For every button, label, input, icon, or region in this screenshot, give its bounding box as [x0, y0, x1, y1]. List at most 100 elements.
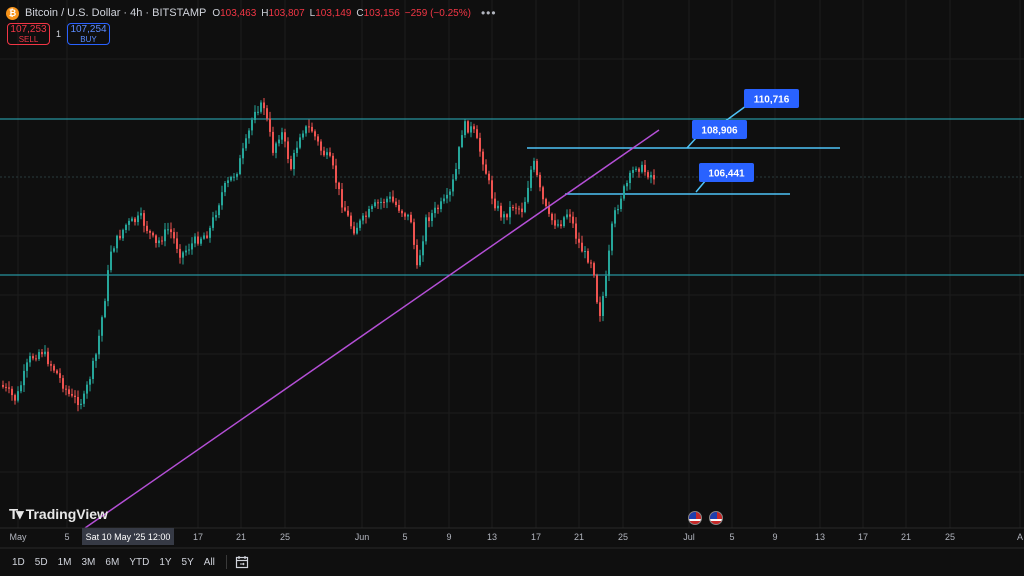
- timeframe-1d[interactable]: 1D: [12, 556, 25, 568]
- high-key: H: [261, 7, 269, 19]
- candle-body: [230, 176, 232, 181]
- candle-body: [101, 317, 103, 336]
- candle-body: [92, 360, 94, 379]
- timeframe-1y[interactable]: 1Y: [159, 556, 172, 568]
- time-axis[interactable]: May 5 17 21 25 Jun 5 9 13 17 21 25 Jul 5 9 13 17 21 25 A: [9, 532, 1023, 542]
- candle-body: [317, 136, 319, 142]
- candle-body: [638, 168, 640, 172]
- callout-108906-label: 108,906: [701, 126, 738, 137]
- sell-button[interactable]: 107,253 SELL: [7, 23, 50, 45]
- us-flag-icon[interactable]: [709, 511, 723, 525]
- symbol-header: ₿ Bitcoin / U.S. Dollar · 4h · BITSTAMP …: [6, 4, 497, 22]
- candle-body: [299, 137, 301, 148]
- candle-body: [137, 215, 139, 222]
- callout-106441[interactable]: 106,441: [695, 163, 754, 193]
- candle-body: [125, 224, 127, 230]
- timeframe-1m[interactable]: 1M: [57, 556, 72, 568]
- candle-body: [41, 352, 43, 355]
- candle-body: [188, 249, 190, 251]
- candle-body: [140, 213, 142, 216]
- symbol-title[interactable]: Bitcoin / U.S. Dollar · 4h · BITSTAMP: [25, 7, 207, 19]
- candle-body: [233, 176, 235, 178]
- candle-body: [320, 141, 322, 151]
- tradingview-logo-icon: T▾: [9, 506, 24, 523]
- candle-body: [194, 236, 196, 244]
- buy-label: BUY: [80, 35, 97, 44]
- candle-body: [206, 235, 208, 238]
- callout-108906[interactable]: 108,906: [686, 120, 747, 149]
- calendar-range-icon[interactable]: [235, 555, 249, 569]
- trade-buttons: 107,253 SELL 1 107,254 BUY: [7, 23, 111, 45]
- candle-body: [59, 373, 61, 378]
- ohlc-values: O103,463 H103,807 L103,149 C103,156 −259…: [212, 8, 471, 19]
- candle-body: [254, 111, 256, 120]
- candle-body: [410, 214, 412, 223]
- candle-body: [95, 354, 97, 361]
- candle-body: [14, 395, 16, 401]
- candle-body: [437, 207, 439, 210]
- candle-body: [428, 217, 430, 222]
- candle-body: [641, 164, 643, 172]
- candle-body: [608, 250, 610, 276]
- low-key: L: [309, 7, 316, 19]
- candle-body: [548, 206, 550, 214]
- change-value: −259 (−0.25%): [404, 7, 471, 19]
- candle-body: [80, 403, 82, 405]
- candle-body: [356, 227, 358, 234]
- more-options-button[interactable]: •••: [480, 6, 497, 20]
- candle-body: [32, 356, 34, 359]
- candle-body: [602, 296, 604, 316]
- candle-body: [98, 335, 100, 355]
- time-axis-tick-label: A: [1017, 532, 1023, 542]
- candle-body: [326, 152, 328, 156]
- candle-body: [371, 206, 373, 209]
- timeframe-all[interactable]: All: [203, 556, 215, 568]
- sell-price: 107,253: [10, 24, 47, 35]
- candle-body: [5, 386, 7, 388]
- candle-body: [380, 201, 382, 203]
- candle-body: [650, 175, 652, 178]
- candle-body: [8, 387, 10, 389]
- tradingview-logo[interactable]: T▾ TradingView: [9, 505, 108, 523]
- candle-body: [221, 192, 223, 206]
- us-flag-icon[interactable]: [688, 511, 702, 525]
- candle-body: [293, 153, 295, 170]
- candle-body: [572, 216, 574, 224]
- timeframe-6m[interactable]: 6M: [105, 556, 120, 568]
- candle-body: [269, 118, 271, 132]
- candle-body: [11, 388, 13, 396]
- buy-button[interactable]: 107,254 BUY: [67, 23, 111, 45]
- callout-106441-label: 106,441: [708, 169, 745, 180]
- candle-body: [563, 217, 565, 227]
- timeframe-5y[interactable]: 5Y: [181, 556, 194, 568]
- candle-body: [62, 378, 64, 389]
- time-axis-tick-label: 13: [815, 532, 825, 542]
- candle-body: [359, 220, 361, 228]
- candle-body: [584, 251, 586, 252]
- open-key: O: [212, 7, 221, 19]
- trendline[interactable]: [84, 129, 660, 529]
- timeframe-ytd[interactable]: YTD: [129, 556, 150, 568]
- candle-body: [290, 159, 292, 170]
- candle-body: [590, 262, 592, 264]
- timeframe-5d[interactable]: 5D: [34, 556, 48, 568]
- high-value: 103,807: [268, 7, 305, 19]
- candle-body: [449, 191, 451, 195]
- candle-body: [266, 108, 268, 119]
- candle-body: [419, 255, 421, 266]
- candle-body: [551, 213, 553, 221]
- timeframe-3m[interactable]: 3M: [81, 556, 96, 568]
- candle-body: [446, 194, 448, 199]
- candle-body: [107, 270, 109, 302]
- candle-body: [398, 205, 400, 211]
- time-axis-tick-label: 9: [772, 532, 777, 542]
- candle-body: [623, 186, 625, 199]
- candle-body: [392, 196, 394, 202]
- candle-body: [329, 152, 331, 156]
- time-axis-tick-label: Jul: [683, 532, 695, 542]
- spread-value: 1: [56, 29, 62, 39]
- candle-body: [89, 379, 91, 385]
- candle-body: [167, 229, 169, 231]
- candle-body: [47, 351, 49, 365]
